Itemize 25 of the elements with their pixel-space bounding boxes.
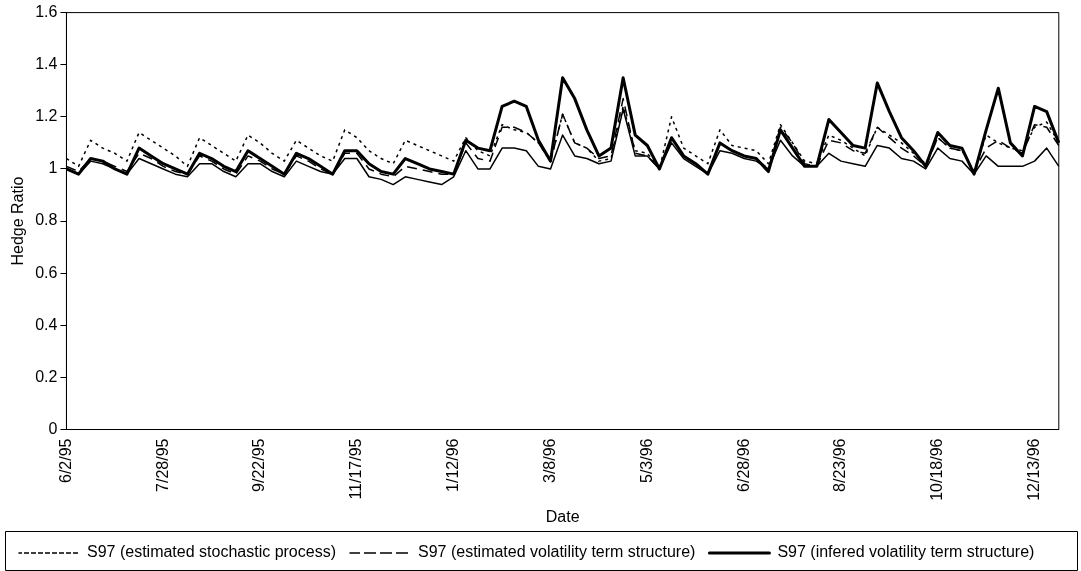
y-tick-label: 1 bbox=[48, 159, 58, 177]
x-tick-label: 3/8/96 bbox=[540, 438, 558, 483]
legend-label: S97 (estimated stochastic process) bbox=[87, 543, 336, 561]
legend-label: S97 (infered volatility term structure) bbox=[777, 543, 1035, 561]
legend-label: S97 (estimated volatility term structure) bbox=[417, 543, 696, 561]
x-tick-label: 5/3/96 bbox=[637, 438, 655, 483]
x-tick-label: 12/13/96 bbox=[1025, 438, 1042, 501]
y-tick-label: 1.2 bbox=[35, 107, 58, 125]
x-tick-label: 6/28/96 bbox=[734, 438, 752, 492]
x-tick-label: 6/2/95 bbox=[56, 438, 74, 483]
x-tick-label: 7/28/95 bbox=[153, 438, 171, 492]
y-tick-label: 0.4 bbox=[35, 315, 58, 333]
x-axis-title: Date bbox=[545, 507, 580, 525]
y-tick-label: 0 bbox=[48, 419, 58, 437]
y-tick-label: 1.6 bbox=[35, 3, 58, 21]
y-tick-label: 0.6 bbox=[35, 263, 58, 281]
y-tick-label: 0.8 bbox=[35, 211, 58, 229]
x-tick-label: 9/22/95 bbox=[250, 438, 268, 492]
x-tick-label: 11/17/95 bbox=[347, 438, 365, 500]
x-tick-label: 1/12/96 bbox=[444, 438, 462, 492]
y-tick-label: 1.4 bbox=[35, 55, 58, 73]
x-tick-label: 8/23/96 bbox=[831, 438, 849, 492]
y-axis-title: Hedge Ratio bbox=[9, 176, 27, 266]
y-tick-label: 0.2 bbox=[35, 367, 58, 385]
x-tick-label: 10/18/96 bbox=[928, 438, 946, 501]
